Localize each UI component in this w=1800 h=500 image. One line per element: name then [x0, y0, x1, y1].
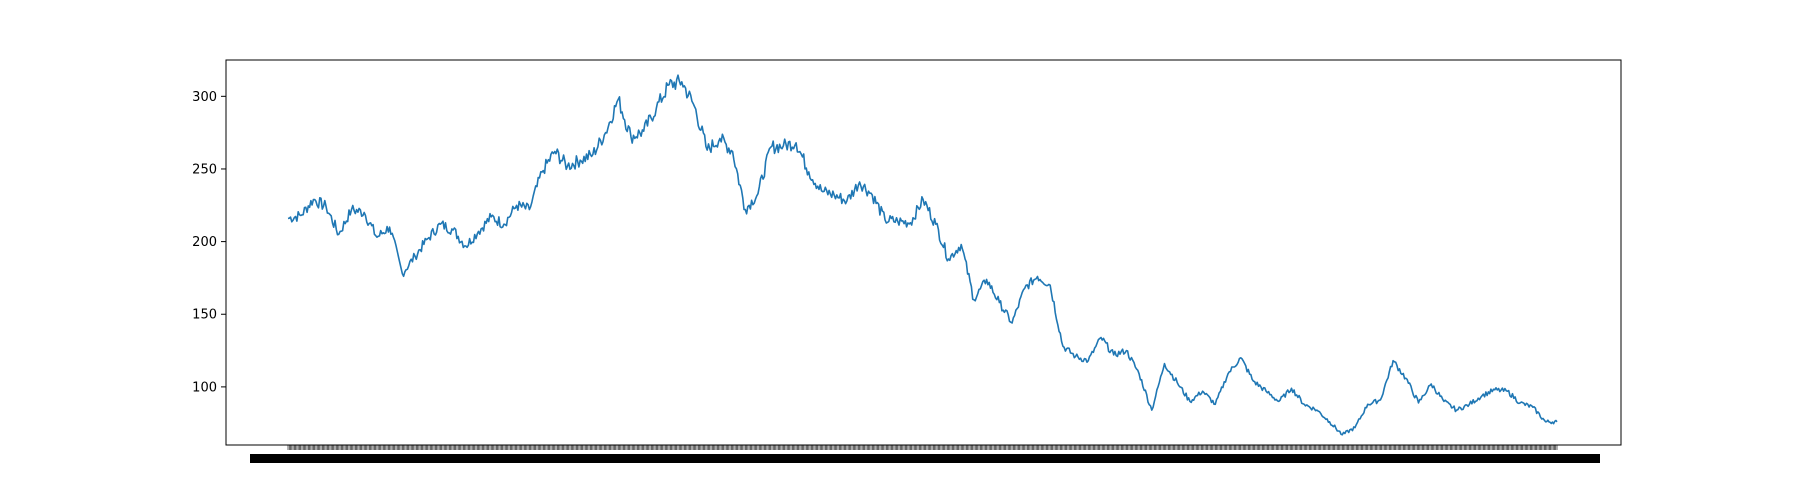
y-tick-label: 100: [192, 380, 217, 395]
axis-ticks: 100 150 200 250 300: [192, 90, 1600, 463]
x-tick-labels-overlap: [250, 454, 1600, 463]
y-tick-label: 150: [192, 308, 217, 323]
y-tick-label: 300: [192, 90, 217, 105]
y-tick-label: 250: [192, 162, 217, 177]
y-tick-label: 200: [192, 235, 217, 250]
plot-frame: [225, 59, 1622, 446]
series-line: [287, 74, 1558, 436]
x-ticks: [287, 445, 1558, 450]
